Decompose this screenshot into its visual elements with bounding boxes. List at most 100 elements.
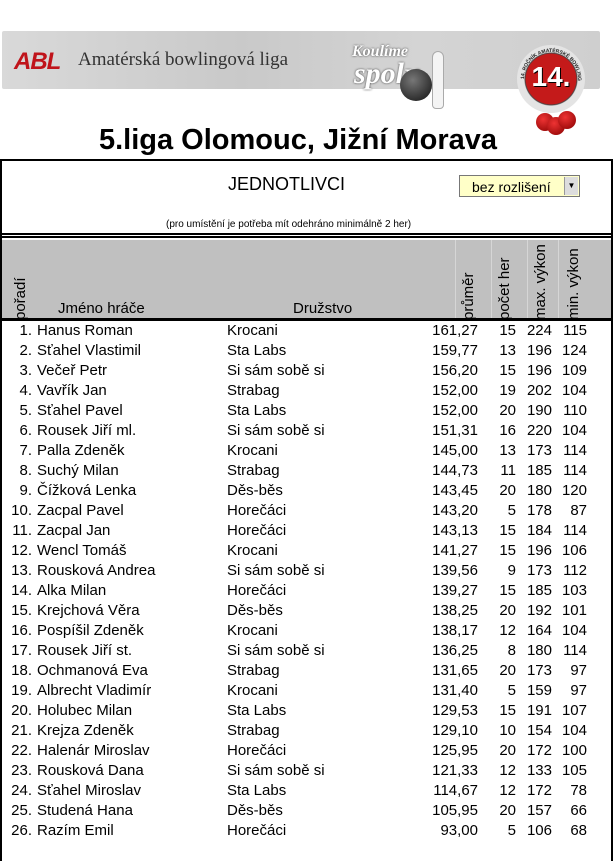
cell-max-score: 106: [526, 822, 552, 839]
cell-max-score: 192: [526, 602, 552, 619]
cell-player-name: Rousek Jiří st.: [37, 642, 133, 659]
cell-max-score: 173: [526, 442, 552, 459]
cell-rank: 10.: [11, 502, 32, 519]
table-row: 15. Krejchová Věra Děs-běs 138,25 20 192 101: [0, 601, 612, 621]
cell-games-played: 15: [499, 362, 516, 379]
header-avg[interactable]: průměr: [460, 272, 477, 320]
cell-games-played: 20: [499, 402, 516, 419]
cell-team: Krocani: [227, 542, 278, 559]
cell-team: Děs-běs: [227, 802, 283, 819]
bowling-ball-icon: [400, 69, 432, 101]
header-max[interactable]: max. výkon: [532, 244, 549, 320]
cell-team: Krocani: [227, 322, 278, 339]
cell-min-score: 109: [561, 362, 587, 379]
cell-team: Si sám sobě si: [227, 422, 325, 439]
table-row: 21. Krejza Zdeněk Strabag 129,10 10 154 104: [0, 721, 612, 741]
cell-min-score: 87: [570, 502, 587, 519]
cell-min-score: 106: [561, 542, 587, 559]
cell-max-score: 180: [526, 642, 552, 659]
cell-player-name: Vavřík Jan: [37, 382, 107, 399]
cell-average: 152,00: [432, 382, 478, 399]
table-row: 1. Hanus Roman Krocani 161,27 15 224 115: [0, 321, 612, 341]
org-name: Amatérská bowlingová liga: [78, 49, 289, 70]
header-name[interactable]: Jméno hráče: [58, 300, 145, 317]
cell-max-score: 191: [526, 702, 552, 719]
cell-games-played: 15: [499, 702, 516, 719]
header-min[interactable]: min. výkon: [565, 248, 582, 320]
cell-team: Strabag: [227, 662, 280, 679]
cell-rank: 15.: [11, 602, 32, 619]
cell-average: 114,67: [433, 782, 478, 799]
cell-rank: 26.: [11, 822, 32, 839]
cell-games-played: 15: [499, 542, 516, 559]
cell-rank: 3.: [19, 362, 32, 379]
cell-player-name: Krejchová Věra: [37, 602, 140, 619]
cell-player-name: Alka Milan: [37, 582, 107, 599]
filter-dropdown[interactable]: bez rozlišení ▼: [459, 175, 580, 197]
header-team[interactable]: Družstvo: [293, 300, 353, 317]
cell-player-name: Suchý Milan: [37, 462, 119, 479]
cell-average: 136,25: [432, 642, 478, 659]
badge-ring: 14. ROČNÍK AMATÉRSKÉ BOWLINGOVÉ LIGY: [517, 45, 582, 81]
page-title: 5.liga Olomouc, Jižní Morava: [98, 124, 498, 156]
table-row: 12. Wencl Tomáš Krocani 141,27 15 196 106: [0, 541, 612, 561]
cell-max-score: 185: [526, 462, 552, 479]
cell-min-score: 124: [561, 342, 587, 359]
cell-games-played: 13: [499, 442, 516, 459]
header-games[interactable]: počet her: [496, 257, 513, 320]
cell-player-name: Ochmanová Eva: [37, 662, 148, 679]
cell-team: Děs-běs: [227, 602, 283, 619]
qualification-note: (pro umístění je potřeba mít odehráno mi…: [166, 219, 412, 230]
cell-rank: 24.: [11, 782, 32, 799]
cell-team: Si sám sobě si: [227, 362, 325, 379]
cell-player-name: Razím Emil: [37, 822, 114, 839]
cell-team: Horečáci: [227, 582, 287, 599]
slogan-line1: Koulíme: [352, 43, 409, 60]
chevron-down-icon[interactable]: ▼: [564, 177, 578, 195]
cell-min-score: 105: [561, 762, 587, 779]
cell-min-score: 110: [563, 402, 587, 419]
cell-max-score: 164: [526, 622, 552, 639]
table-row: 20. Holubec Milan Sta Labs 129,53 15 191 107: [0, 701, 612, 721]
cell-team: Děs-běs: [227, 482, 283, 499]
cell-min-score: 115: [563, 322, 587, 339]
cell-min-score: 104: [561, 622, 587, 639]
cell-player-name: Sťahel Pavel: [37, 402, 123, 419]
cell-max-score: 196: [526, 542, 552, 559]
cell-average: 129,53: [432, 702, 478, 719]
cell-average: 143,20: [432, 502, 478, 519]
header-rank[interactable]: pořadí: [12, 277, 29, 320]
cell-games-played: 9: [507, 562, 516, 579]
table-row: 24. Sťahel Miroslav Sta Labs 114,67 12 172 78: [0, 781, 612, 801]
cell-player-name: Albrecht Vladimír: [37, 682, 152, 699]
cell-max-score: 154: [526, 722, 552, 739]
cell-average: 121,33: [432, 762, 478, 779]
cell-average: 131,40: [432, 682, 478, 699]
table-row: 26. Razím Emil Horečáci 93,00 5 106 68: [0, 821, 612, 841]
cell-average: 105,95: [432, 802, 478, 819]
table-row: 17. Rousek Jiří st. Si sám sobě si 136,25 8 1…: [0, 641, 612, 661]
table-row: 9. Čížková Lenka Děs-běs 143,45 20 180 120: [0, 481, 612, 501]
cell-player-name: Sťahel Miroslav: [37, 782, 141, 799]
cell-average: 161,27: [432, 322, 478, 339]
standings-table-body: 1. Hanus Roman Krocani 161,27 15 224 115 2. Sťah…: [0, 321, 612, 841]
badge-balls-icon: [536, 109, 576, 135]
cell-average: 129,10: [432, 722, 478, 739]
cell-rank: 19.: [11, 682, 32, 699]
cell-team: Horečáci: [227, 742, 287, 759]
cell-games-played: 19: [499, 382, 516, 399]
cell-games-played: 15: [499, 582, 516, 599]
cell-max-score: 196: [526, 342, 552, 359]
cell-min-score: 66: [570, 802, 587, 819]
cell-max-score: 157: [526, 802, 552, 819]
cell-rank: 20.: [11, 702, 32, 719]
table-row: 13. Rousková Andrea Si sám sobě si 139,56 9 1…: [0, 561, 612, 581]
cell-team: Strabag: [227, 462, 280, 479]
table-row: 14. Alka Milan Horečáci 139,27 15 185 103: [0, 581, 612, 601]
cell-min-score: 68: [570, 822, 587, 839]
cell-player-name: Večeř Petr: [37, 362, 108, 379]
cell-rank: 14.: [11, 582, 32, 599]
cell-rank: 12.: [11, 542, 32, 559]
cell-max-score: 173: [526, 662, 552, 679]
cell-player-name: Sťahel Vlastimil: [37, 342, 141, 359]
